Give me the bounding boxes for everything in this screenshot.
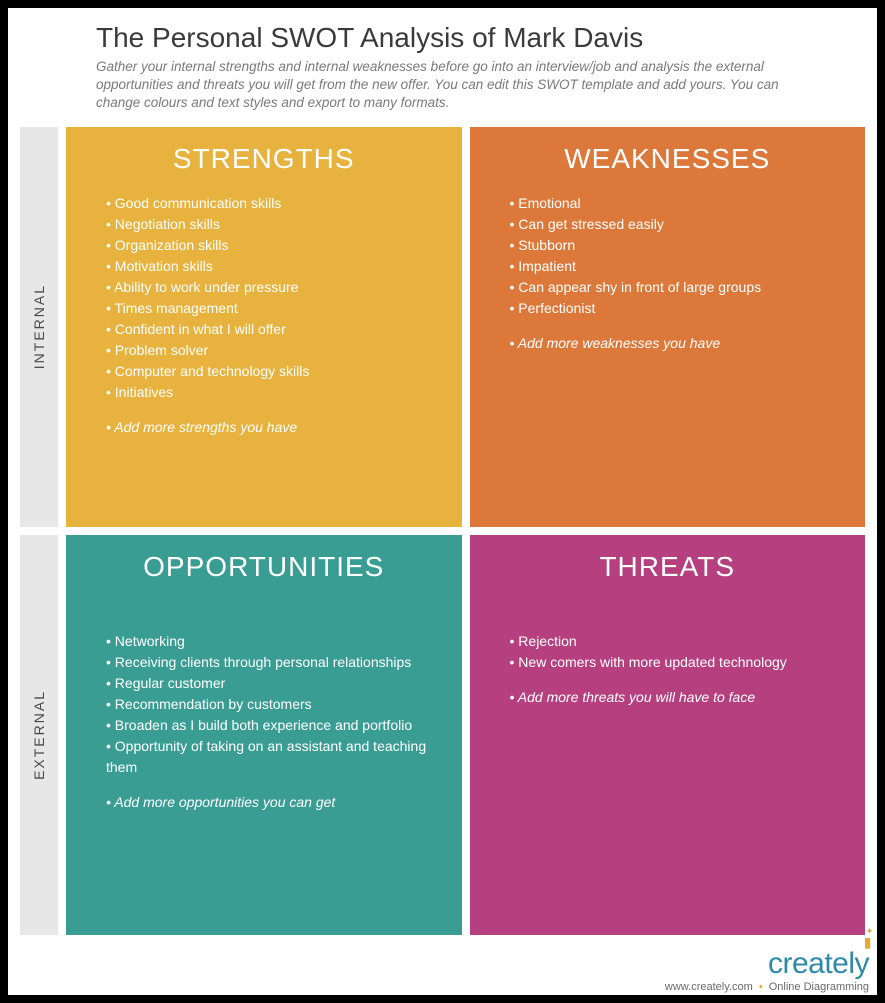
- list-item: Broaden as I build both experience and p…: [106, 715, 432, 736]
- axis-internal: INTERNAL: [20, 127, 58, 527]
- strengths-list: Good communication skills Negotiation sk…: [96, 193, 432, 403]
- axis-internal-label: INTERNAL: [31, 284, 47, 369]
- quadrant-weaknesses: WEAKNESSES Emotional Can get stressed ea…: [470, 127, 866, 527]
- quadrant-threats: THREATS Rejection New comers with more u…: [470, 535, 866, 935]
- list-item: Can get stressed easily: [510, 214, 836, 235]
- list-item: Can appear shy in front of large groups: [510, 277, 836, 298]
- footer: creately ▮✦ www.creately.com • Online Di…: [8, 935, 877, 995]
- axis-external-label: EXTERNAL: [31, 690, 47, 780]
- list-item: Times management: [106, 298, 432, 319]
- weaknesses-placeholder-list: Add more weaknesses you have: [500, 333, 836, 354]
- list-item: Motivation skills: [106, 256, 432, 277]
- page: The Personal SWOT Analysis of Mark Davis…: [8, 8, 877, 995]
- list-item: Organization skills: [106, 235, 432, 256]
- page-subtitle: Gather your internal strengths and inter…: [96, 58, 807, 113]
- quadrant-strengths: STRENGTHS Good communication skills Nego…: [66, 127, 462, 527]
- dot-separator: •: [759, 981, 763, 993]
- list-item: Perfectionist: [510, 298, 836, 319]
- list-item: Problem solver: [106, 340, 432, 361]
- header: The Personal SWOT Analysis of Mark Davis…: [8, 8, 877, 127]
- row-internal: INTERNAL STRENGTHS Good communication sk…: [20, 127, 865, 527]
- footer-text: www.creately.com • Online Diagramming: [665, 981, 869, 993]
- placeholder-item: Add more strengths you have: [106, 417, 432, 438]
- list-item: Recommendation by customers: [106, 694, 432, 715]
- list-item: Ability to work under pressure: [106, 277, 432, 298]
- creately-logo: creately ▮✦: [768, 949, 869, 979]
- quadrant-opportunities: OPPORTUNITIES Networking Receiving clien…: [66, 535, 462, 935]
- logo-block: creately ▮✦ www.creately.com • Online Di…: [665, 949, 869, 993]
- placeholder-item: Add more opportunities you can get: [106, 792, 432, 813]
- placeholder-item: Add more threats you will have to face: [510, 687, 836, 708]
- list-item: Rejection: [510, 631, 836, 652]
- page-title: The Personal SWOT Analysis of Mark Davis: [96, 22, 807, 54]
- lightbulb-icon: ▮✦: [864, 935, 871, 949]
- list-item: Stubborn: [510, 235, 836, 256]
- logo-text: creately: [768, 949, 869, 979]
- axis-external: EXTERNAL: [20, 535, 58, 935]
- list-item: Networking: [106, 631, 432, 652]
- list-item: Negotiation skills: [106, 214, 432, 235]
- list-item: Good communication skills: [106, 193, 432, 214]
- list-item: Initiatives: [106, 382, 432, 403]
- threats-list: Rejection New comers with more updated t…: [500, 631, 836, 673]
- list-item: Confident in what I will offer: [106, 319, 432, 340]
- threats-placeholder-list: Add more threats you will have to face: [500, 687, 836, 708]
- list-item: Receiving clients through personal relat…: [106, 652, 432, 673]
- weaknesses-list: Emotional Can get stressed easily Stubbo…: [500, 193, 836, 319]
- opportunities-placeholder-list: Add more opportunities you can get: [96, 792, 432, 813]
- list-item: New comers with more updated technology: [510, 652, 836, 673]
- footer-tagline: Online Diagramming: [769, 981, 869, 993]
- list-item: Opportunity of taking on an assistant an…: [106, 736, 432, 778]
- list-item: Regular customer: [106, 673, 432, 694]
- threats-title: THREATS: [500, 551, 836, 583]
- row-external: EXTERNAL OPPORTUNITIES Networking Receiv…: [20, 535, 865, 935]
- list-item: Computer and technology skills: [106, 361, 432, 382]
- opportunities-list: Networking Receiving clients through per…: [96, 631, 432, 778]
- weaknesses-title: WEAKNESSES: [500, 143, 836, 175]
- strengths-title: STRENGTHS: [96, 143, 432, 175]
- opportunities-title: OPPORTUNITIES: [96, 551, 432, 583]
- footer-url: www.creately.com: [665, 981, 753, 993]
- swot-grid: INTERNAL STRENGTHS Good communication sk…: [8, 127, 877, 935]
- list-item: Impatient: [510, 256, 836, 277]
- list-item: Emotional: [510, 193, 836, 214]
- strengths-placeholder-list: Add more strengths you have: [96, 417, 432, 438]
- placeholder-item: Add more weaknesses you have: [510, 333, 836, 354]
